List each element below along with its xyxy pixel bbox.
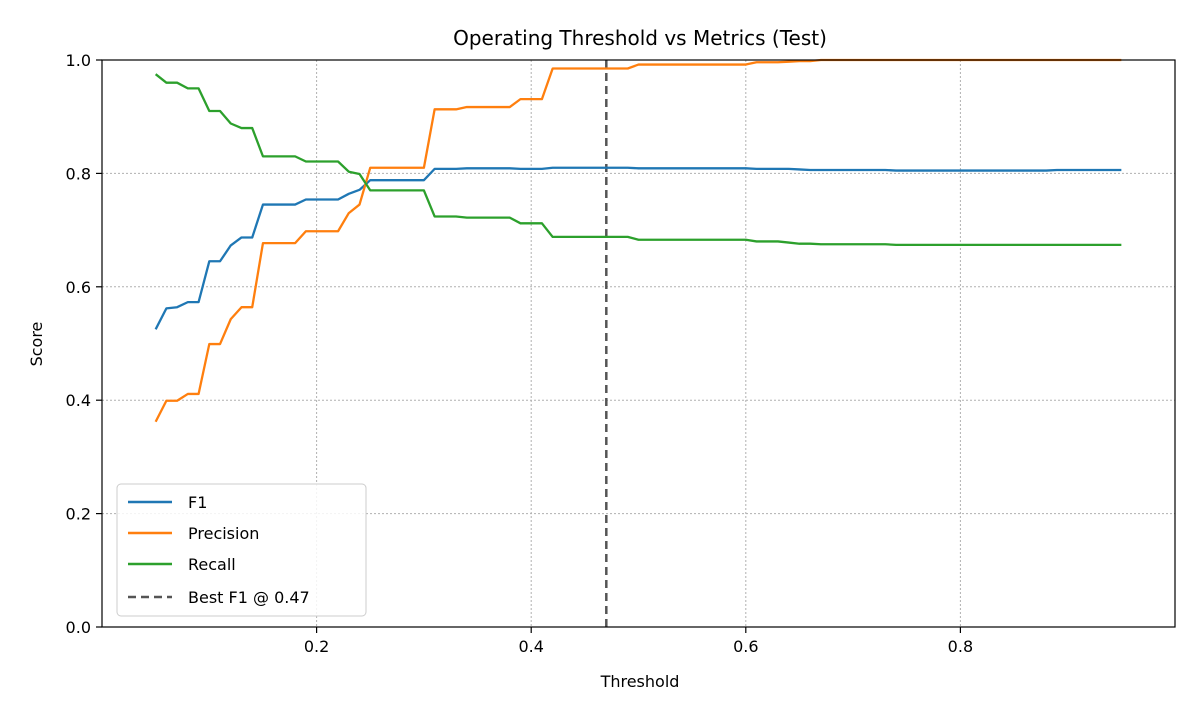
legend-label-precision: Precision xyxy=(188,524,259,543)
series-line-f1 xyxy=(154,166,1122,330)
plot-frame xyxy=(101,59,1176,628)
x-tick-label-0: 0.2 xyxy=(304,637,329,656)
ticks: 0.2 0.4 0.6 0.8 0.0 0.2 0.4 0.6 0.8 1.0 xyxy=(66,51,974,656)
legend-box xyxy=(116,483,367,617)
legend-label-recall: Recall xyxy=(188,555,236,574)
series-line-recall xyxy=(154,73,1122,246)
x-tick-label-1: 0.4 xyxy=(518,637,543,656)
legend-label-best-f1: Best F1 @ 0.47 xyxy=(188,588,310,607)
legend: F1 Precision Recall Best F1 @ 0.47 xyxy=(116,483,367,617)
y-tick-label-0: 0.0 xyxy=(66,618,91,637)
x-tick-label-3: 0.8 xyxy=(948,637,973,656)
y-tick-label-3: 0.6 xyxy=(66,278,91,297)
y-tick-label-1: 0.2 xyxy=(66,505,91,524)
y-tick-label-2: 0.4 xyxy=(66,391,91,410)
x-tick-label-2: 0.6 xyxy=(733,637,758,656)
legend-label-f1: F1 xyxy=(188,493,207,512)
y-axis-title: Score xyxy=(27,322,46,367)
y-tick-label-5: 1.0 xyxy=(66,51,91,70)
y-tick-label-4: 0.8 xyxy=(66,164,91,183)
chart-title: Operating Threshold vs Metrics (Test) xyxy=(453,26,827,50)
x-axis-title: Threshold xyxy=(600,672,680,691)
